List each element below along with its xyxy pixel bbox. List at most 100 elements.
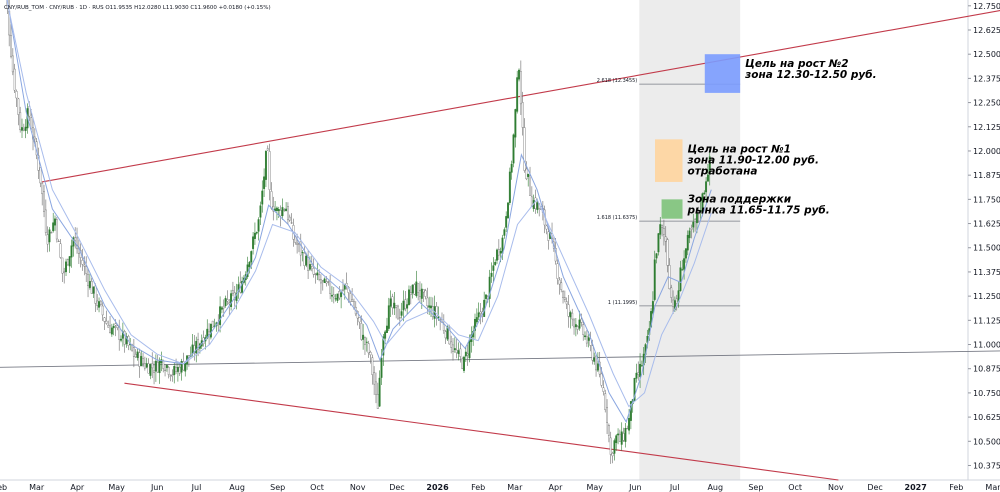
time-tick-label: Apr [70,483,85,492]
candle [323,277,326,283]
candle [65,258,67,277]
candle [453,337,456,353]
symbol-header: CNY/RUB_TOM · CNY/RUB · 1D · RUS O11.953… [4,5,271,11]
target-zone-2-caption: Цель на рост №2 [745,58,848,70]
time-tick-label: 2026 [426,483,449,492]
candle [22,123,25,132]
upper-trend[interactable] [41,2,1000,183]
candle [11,48,14,76]
candle [508,167,511,206]
time-tick-label: Apr [549,483,564,492]
candle [332,286,335,304]
candle [595,354,597,377]
candle [571,308,574,327]
candle [686,230,689,256]
candle [609,431,612,464]
candle [162,359,165,373]
candle [699,199,702,221]
candle [408,285,410,306]
candle [615,434,618,451]
price-tick-label: 11.2500 [973,292,1000,301]
candle [81,248,84,271]
candle [505,211,508,232]
time-tick-label: Feb [0,483,7,492]
candle [637,361,640,381]
candle [66,258,69,266]
candle [364,336,366,356]
candle [400,302,403,319]
time-tick-label: Nov [350,483,366,492]
fib-1618-label: 1.618 (11.6375) [597,215,638,221]
candle [422,288,425,302]
candle [219,296,222,333]
candle [125,332,128,348]
candle [57,239,60,242]
support-zone[interactable] [661,199,683,219]
support-zone-caption: Зона поддержки [688,193,792,205]
candle [527,173,530,187]
price-tick-label: 10.8750 [973,365,1000,374]
candle [651,291,654,318]
candle [39,167,42,188]
candle [63,267,66,284]
candle [253,222,256,245]
price-tick-label: 12.5000 [973,50,1000,59]
candle [576,325,579,335]
target-zone-1[interactable] [655,139,683,182]
candle [209,323,212,340]
candle [281,198,284,220]
time-axis[interactable]: Feb Mar Apr May Jun Jul Aug Sep Oct Nov Dec 2026 Feb… [0,483,1000,492]
time-tick-label: Aug [229,483,245,492]
candle [402,290,405,322]
candle [386,317,388,333]
candle [516,70,519,114]
candle [604,389,607,413]
time-tick-label: Sep [270,483,285,492]
candle [43,184,45,218]
candle [10,24,12,59]
candle [424,288,427,300]
candle [186,355,189,370]
candle [514,108,517,148]
candle [180,358,183,381]
candle [397,304,399,320]
price-tick-label: 10.3750 [973,461,1000,470]
candle [376,382,379,409]
target-zone-2[interactable] [704,54,741,93]
price-tick-label: 12.2500 [973,99,1000,108]
candle [459,343,462,363]
candle [391,293,394,315]
price-axis[interactable]: 12.7500 12.6250 12.5000 12.3750 12.2500 12.12… [968,2,1000,471]
candle [138,348,141,378]
candle [389,290,392,317]
candle [79,243,82,268]
candle [574,318,577,337]
candle [547,226,550,250]
candle [52,212,55,233]
time-tick-label: Jul [191,483,202,492]
candle [494,259,497,267]
candle [321,280,324,291]
candle [639,353,642,388]
candle [46,226,49,253]
time-tick-label: Dec [389,483,404,492]
candle [530,186,533,207]
candle [147,358,150,374]
candle [545,224,548,235]
candle [208,323,211,345]
candle [173,362,176,384]
candle [160,351,163,372]
candle [270,182,273,210]
candle [283,208,286,212]
candle [675,294,678,311]
candle [657,233,660,256]
candle [563,290,566,303]
candle [248,261,251,274]
candle [149,363,152,380]
candle [224,295,227,308]
candle [479,302,482,325]
candle [523,118,526,173]
lower-trend[interactable] [124,382,839,481]
candle [145,357,148,369]
